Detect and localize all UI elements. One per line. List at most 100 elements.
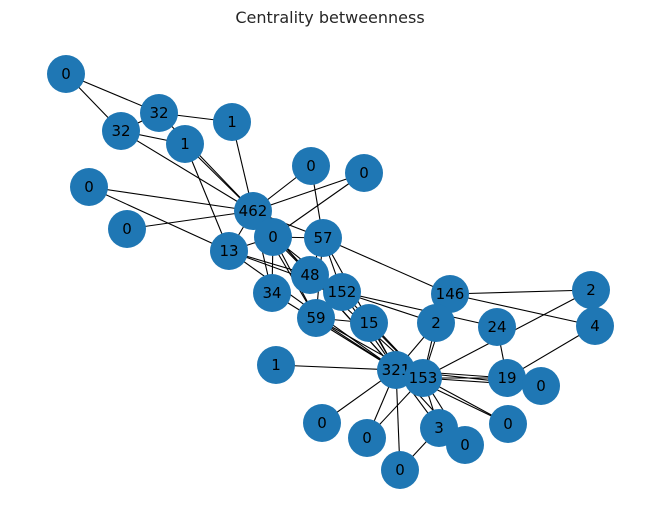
edge-n19-n22 <box>449 293 596 327</box>
node-label: 3 <box>434 419 444 437</box>
node-label: 4 <box>590 317 600 335</box>
node-circle <box>210 232 248 270</box>
node-label: 0 <box>359 164 369 182</box>
node-label: 146 <box>436 285 465 303</box>
edge-n04-n11 <box>184 143 230 252</box>
node-label: 0 <box>503 415 513 433</box>
node-circle <box>303 404 341 442</box>
node-circle <box>572 271 610 309</box>
chart-title: Centrality betweenness <box>235 8 424 27</box>
graph-node: 146 <box>431 275 469 313</box>
node-label: 0 <box>306 157 316 175</box>
node-label: 152 <box>328 283 357 301</box>
graph-node: 57 <box>304 219 342 257</box>
graph-node: 1 <box>257 346 295 384</box>
graph-node: 0 <box>348 419 386 457</box>
node-label: 321 <box>382 361 411 379</box>
node-circle <box>348 419 386 457</box>
node-label: 0 <box>122 220 132 238</box>
node-label: 13 <box>219 242 238 260</box>
edge-n09-n10 <box>126 210 254 230</box>
node-circle <box>576 307 614 345</box>
node-circle <box>254 218 292 256</box>
node-circle <box>257 346 295 384</box>
node-circle <box>417 304 455 342</box>
edge-n16-n23 <box>341 291 498 328</box>
graph-node: 0 <box>446 426 484 464</box>
node-circle <box>446 426 484 464</box>
node-label: 462 <box>239 202 268 220</box>
edge-n13-n19 <box>322 237 451 295</box>
graph-node: 153 <box>404 359 442 397</box>
edge-n24-n25 <box>275 364 397 371</box>
graph-node: 32 <box>140 94 178 132</box>
node-label: 57 <box>313 229 332 247</box>
node-circle <box>292 147 330 185</box>
graph-node: 15 <box>350 304 388 342</box>
graph-node: 59 <box>297 299 335 337</box>
node-label: 32 <box>111 122 130 140</box>
node-circle <box>345 154 383 192</box>
node-circle <box>108 210 146 248</box>
graph-node: 2 <box>417 304 455 342</box>
node-label: 0 <box>61 65 71 83</box>
edge-n08-n09 <box>88 186 254 212</box>
node-circle <box>478 308 516 346</box>
node-label: 0 <box>268 228 278 246</box>
node-label: 1 <box>271 356 281 374</box>
node-label: 32 <box>149 104 168 122</box>
graph-node: 462 <box>234 192 272 230</box>
node-label: 2 <box>586 281 596 299</box>
node-label: 0 <box>395 461 405 479</box>
graph-node: 13 <box>210 232 248 270</box>
graph-node: 0 <box>70 168 108 206</box>
graph-node: 0 <box>303 404 341 442</box>
edge-n19-n20 <box>449 289 592 295</box>
graph-node: 48 <box>291 256 329 294</box>
graph-node: 152 <box>323 273 361 311</box>
node-label: 34 <box>262 284 281 302</box>
node-circle <box>213 103 251 141</box>
node-circle <box>47 55 85 93</box>
node-label: 0 <box>362 429 372 447</box>
node-label: 19 <box>497 369 516 387</box>
node-label: 48 <box>300 266 319 284</box>
node-label: 0 <box>536 377 546 395</box>
node-circle <box>304 219 342 257</box>
graph-node: 0 <box>108 210 146 248</box>
graph-node: 34 <box>253 274 291 312</box>
node-label: 1 <box>227 113 237 131</box>
node-circle <box>297 299 335 337</box>
node-label: 153 <box>409 369 438 387</box>
graph-node: 32 <box>102 112 140 150</box>
node-circle <box>323 273 361 311</box>
node-label: 24 <box>487 318 506 336</box>
graph-node: 19 <box>488 359 526 397</box>
node-circle <box>140 94 178 132</box>
node-label: 2 <box>431 314 441 332</box>
graph-node: 0 <box>345 154 383 192</box>
node-circle <box>522 367 560 405</box>
graph-node: 0 <box>522 367 560 405</box>
node-circle <box>431 275 469 313</box>
node-circle <box>291 256 329 294</box>
graph-node: 0 <box>47 55 85 93</box>
node-label: 0 <box>84 178 94 196</box>
graph-node: 0 <box>254 218 292 256</box>
graph-node: 24 <box>478 308 516 346</box>
edge-n07-n09 <box>252 172 365 212</box>
graph-node: 0 <box>381 451 419 489</box>
graph-node: 1 <box>213 103 251 141</box>
node-label: 1 <box>180 135 190 153</box>
graph-node: 4 <box>576 307 614 345</box>
edge-n08-n11 <box>88 186 230 252</box>
node-label: 0 <box>317 414 327 432</box>
graph-node: 2 <box>572 271 610 309</box>
node-circle <box>253 274 291 312</box>
graph-node: 0 <box>292 147 330 185</box>
node-circle <box>70 168 108 206</box>
graph-node: 0 <box>489 405 527 443</box>
node-circle <box>350 304 388 342</box>
